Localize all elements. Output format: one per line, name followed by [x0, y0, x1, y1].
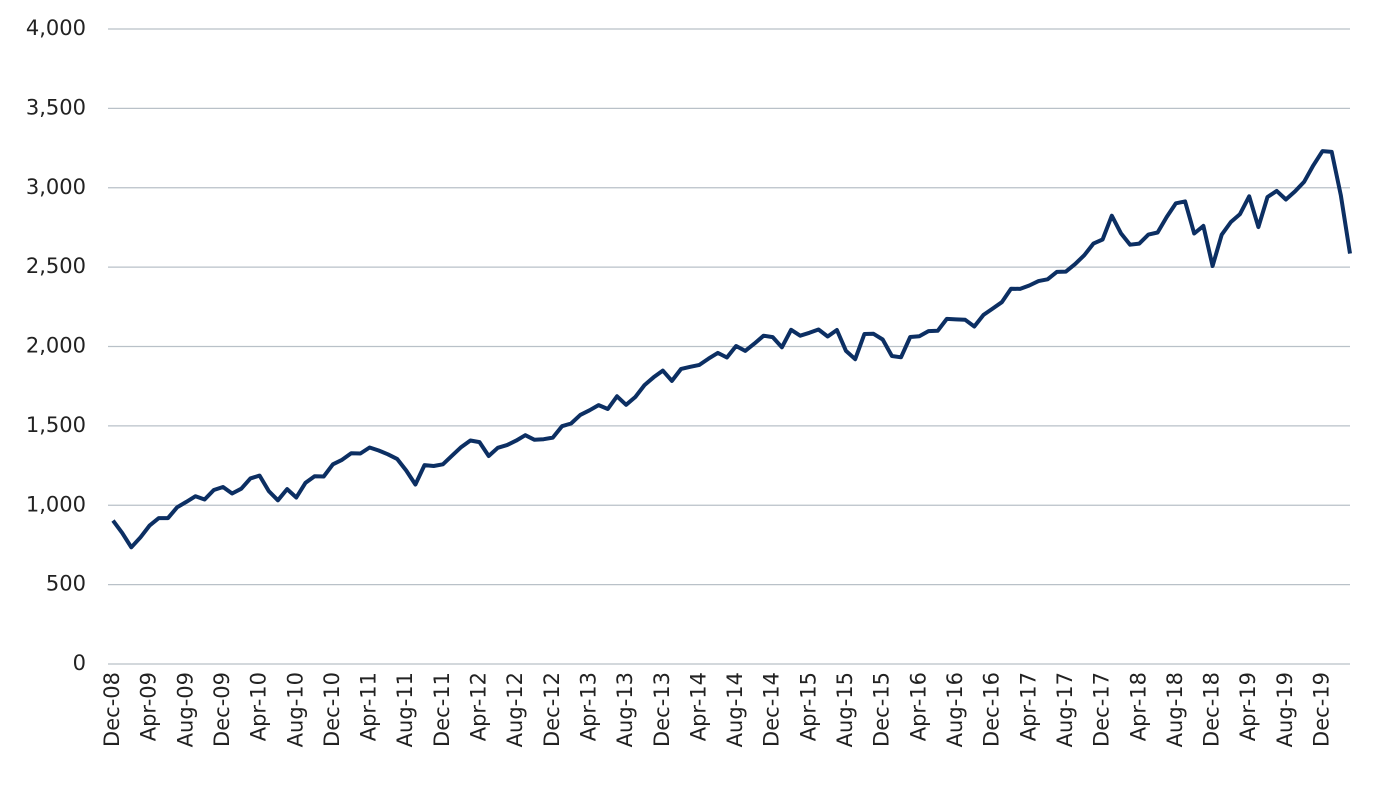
x-tick-label: Dec-13: [650, 672, 674, 747]
x-tick-label: Dec-10: [320, 672, 344, 747]
x-tick-label: Aug-19: [1273, 672, 1297, 747]
x-tick-label: Dec-19: [1310, 672, 1334, 747]
x-tick-label: Dec-09: [210, 672, 234, 747]
line: [111, 149, 1352, 550]
x-tick-label: Aug-18: [1163, 672, 1187, 747]
x-tick-label: Dec-08: [100, 672, 124, 747]
x-tick-label: Apr-14: [686, 672, 710, 741]
x-tick-label: Dec-16: [980, 672, 1004, 747]
x-tick-label: Apr-18: [1126, 672, 1150, 741]
x-tick-label: Dec-18: [1200, 672, 1224, 747]
x-tick-label: Aug-16: [943, 672, 967, 747]
x-tick-label: Aug-11: [393, 672, 417, 747]
x-tick-label: Aug-13: [613, 672, 637, 747]
x-tick-label: Apr-16: [906, 672, 930, 741]
y-tick-label: 1,500: [26, 413, 86, 437]
x-tick-label: Dec-14: [760, 672, 784, 747]
x-tick-label: Aug-09: [173, 672, 197, 747]
x-tick-label: Apr-17: [1016, 672, 1040, 741]
x-tick-label: Apr-12: [467, 672, 491, 741]
x-tick-label: Apr-15: [796, 672, 820, 741]
x-tick-label: Aug-10: [283, 672, 307, 747]
x-tick-label: Apr-10: [247, 672, 271, 741]
x-tick-label: Aug-17: [1053, 672, 1077, 747]
y-tick-label: 2,500: [26, 254, 86, 278]
y-tick-label: 3,000: [26, 175, 86, 199]
x-tick-label: Apr-19: [1236, 672, 1260, 741]
y-tick-label: 3,500: [26, 95, 86, 119]
y-tick-label: 4,000: [26, 16, 86, 40]
x-tick-label: Aug-14: [723, 672, 747, 747]
y-tick-label: 2,000: [26, 334, 86, 358]
y-tick-label: 1,000: [26, 492, 86, 516]
y-tick-label: 0: [73, 651, 86, 675]
x-tick-label: Apr-11: [357, 672, 381, 741]
x-tick-label: Apr-09: [137, 672, 161, 741]
x-tick-label: Apr-13: [576, 672, 600, 741]
x-tick-label: Aug-12: [503, 672, 527, 747]
x-tick-label: Dec-15: [870, 672, 894, 747]
x-tick-label: Dec-11: [430, 672, 454, 747]
x-tick-label: Dec-17: [1090, 672, 1114, 747]
y-tick-label: 500: [46, 572, 86, 596]
x-tick-label: Dec-12: [540, 672, 564, 747]
x-tick-label: Aug-15: [833, 672, 857, 747]
